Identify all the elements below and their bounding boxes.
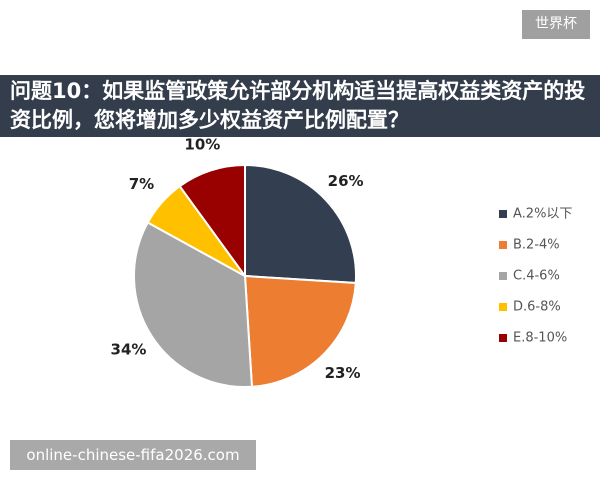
data-label: 23%	[325, 364, 361, 382]
legend-label: B.2-4%	[513, 238, 560, 253]
pie-slice	[178, 163, 246, 280]
legend-label: E.8-10%	[513, 331, 567, 346]
data-label: 7%	[129, 175, 154, 193]
watermark: online-chinese-fifa2026.com	[10, 440, 256, 470]
chart-title: 问题10：如果监管政策允许部分机构适当提高权益类资产的投资比例，您将增加多少权益…	[0, 75, 600, 137]
pie-slice	[244, 163, 357, 285]
legend-swatch	[499, 334, 507, 342]
data-label: 26%	[328, 172, 364, 190]
legend-label: D.6-8%	[513, 300, 561, 315]
legend-swatch	[499, 303, 507, 311]
legend-swatch	[499, 272, 507, 280]
legend-label: A.2%以下	[513, 207, 572, 222]
tag[interactable]: 世界杯	[522, 10, 590, 39]
data-label: 34%	[111, 340, 147, 358]
data-label: 10%	[184, 135, 220, 153]
legend-label: C.4-6%	[513, 269, 560, 284]
legend-swatch	[499, 241, 507, 249]
legend-swatch	[499, 210, 507, 218]
pie-slice	[243, 274, 357, 388]
